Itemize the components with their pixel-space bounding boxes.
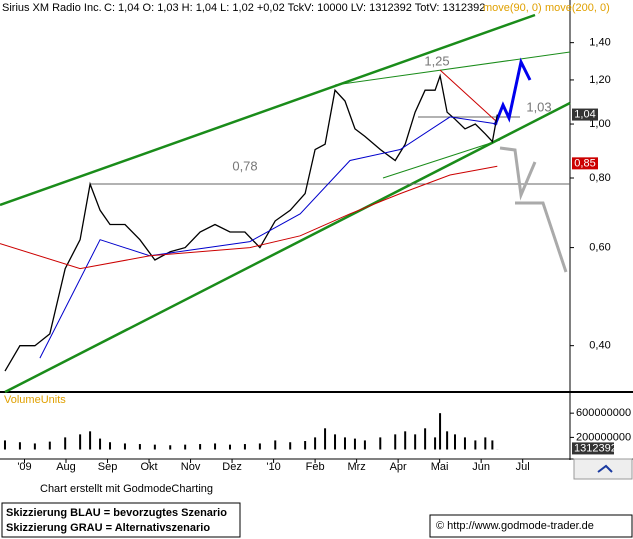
volume-bar	[439, 413, 442, 450]
trend-line	[382, 139, 501, 179]
moving-average	[0, 165, 498, 270]
volume-bar	[138, 444, 141, 450]
x-tick-label: Mai	[431, 461, 449, 473]
volume-bar	[446, 431, 449, 450]
x-tick-label: Okt	[140, 461, 157, 473]
x-tick-label: Mrz	[347, 461, 365, 473]
volume-bar	[363, 440, 366, 450]
volume-title: VolumeUnits	[4, 394, 66, 406]
x-tick-label: Jul	[516, 461, 530, 473]
y-tick-label: 0,60	[589, 241, 610, 253]
volume-bar	[379, 437, 382, 450]
volume-bar	[274, 440, 277, 450]
volume-bar	[394, 434, 397, 450]
y-tick-label: 1,20	[589, 74, 610, 86]
scenario-blue	[493, 57, 532, 126]
x-tick-label: Sep	[98, 461, 118, 473]
trend-line	[0, 13, 536, 207]
volume-bar	[79, 434, 82, 450]
instrument-name: Sirius XM Radio Inc.	[2, 2, 102, 14]
annotation: 1,25	[424, 53, 449, 68]
volume-bar	[3, 440, 6, 450]
moving-average	[39, 116, 498, 359]
x-tick-label: Apr	[390, 461, 407, 473]
volume-bar	[109, 442, 112, 450]
y-tick-label: 0,40	[589, 340, 610, 352]
source: © http://www.godmode-trader.de	[436, 520, 594, 532]
icon	[597, 464, 613, 473]
volume-bar	[343, 437, 346, 450]
legend-grey: Skizzierung GRAU = Alternativszenario	[6, 522, 210, 534]
price-marker-label: 0,85	[574, 157, 595, 169]
trend-line	[334, 51, 571, 86]
volume-bar	[258, 443, 261, 450]
volume-bar	[243, 444, 246, 450]
y-tick-label: 0,80	[589, 172, 610, 184]
legend-entry: move(200, 0)	[545, 2, 610, 14]
y-tick-label: 600000000	[576, 407, 631, 419]
source-box	[429, 514, 633, 538]
y-tick-label: 200000000	[576, 431, 631, 443]
scenario-grey	[515, 201, 568, 273]
volume-bar	[64, 437, 67, 450]
last-volume-label: 1312392	[574, 442, 617, 454]
price-marker	[572, 157, 598, 170]
legend-entry: move(90, 0)	[483, 2, 542, 14]
quote-line: C: 1,04 O: 1,03 H: 1,04 L: 1,02 +0,02 Tc…	[104, 2, 485, 14]
price-line	[4, 73, 498, 372]
x-tick-label: Feb	[306, 461, 325, 473]
volume-bar	[33, 443, 36, 450]
volume-bar	[324, 428, 327, 450]
legend-box	[1, 502, 241, 538]
volume-bar	[353, 438, 356, 450]
y-tick-label: 1,40	[589, 37, 610, 49]
price-marker	[572, 108, 598, 121]
y-tick-label: 1,00	[589, 118, 610, 130]
legend-blue: Skizzierung BLAU = bevorzugtes Szenario	[6, 507, 227, 519]
volume-bar	[314, 437, 317, 450]
volume-bar	[89, 431, 92, 450]
x-tick-label: Aug	[56, 461, 76, 473]
volume-bar	[228, 444, 231, 450]
volume-bar	[484, 437, 487, 450]
volume-bar	[414, 434, 417, 450]
volume-bar	[199, 444, 202, 450]
x-tick-label: Jun	[472, 461, 490, 473]
annotation: 1,03	[526, 99, 551, 114]
volume-bar	[434, 437, 437, 450]
price-marker-label: 1,04	[574, 108, 595, 120]
downtrend-line	[439, 69, 498, 123]
volume-bar	[18, 442, 21, 450]
x-tick-label: '09	[17, 461, 31, 473]
credit: Chart erstellt mit GodmodeCharting	[40, 483, 213, 495]
x-tick-label: '10	[266, 461, 280, 473]
volume-bar	[48, 441, 51, 450]
volume-bar	[334, 434, 337, 450]
volume-bar	[474, 440, 477, 450]
volume-bar	[404, 431, 407, 450]
volume-bar	[424, 428, 427, 450]
volume-bar	[454, 434, 457, 450]
volume-bar	[169, 445, 172, 450]
volume-bar	[463, 437, 466, 450]
x-tick-label: Nov	[181, 461, 201, 473]
volume-bar	[214, 443, 217, 450]
annotation: 0,78	[232, 158, 257, 173]
scenario-grey	[499, 146, 537, 201]
volume-bar	[123, 443, 126, 450]
volume-bar	[491, 440, 494, 450]
volume-bar	[153, 444, 156, 450]
volume-bar	[99, 438, 102, 450]
last-volume-box	[572, 442, 614, 455]
x-tick-label: Dez	[222, 461, 242, 473]
volume-bar	[289, 442, 292, 450]
volume-bar	[304, 441, 307, 450]
volume-bar	[184, 444, 187, 450]
trend-line	[4, 101, 571, 394]
